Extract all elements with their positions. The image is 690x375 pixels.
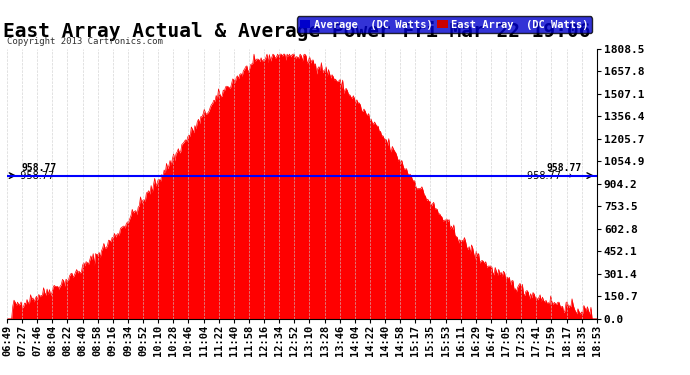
Text: East Array Actual & Average Power Fri Mar 22 19:06: East Array Actual & Average Power Fri Ma… — [3, 21, 591, 40]
Legend: Average  (DC Watts), East Array  (DC Watts): Average (DC Watts), East Array (DC Watts… — [297, 16, 591, 33]
Text: 958.77 →: 958.77 → — [527, 171, 573, 181]
Text: 958.77: 958.77 — [21, 163, 57, 172]
Text: ← 958.77: ← 958.77 — [8, 171, 54, 181]
Text: 958.77: 958.77 — [547, 163, 582, 172]
Text: Copyright 2013 Cartronics.com: Copyright 2013 Cartronics.com — [7, 38, 163, 46]
